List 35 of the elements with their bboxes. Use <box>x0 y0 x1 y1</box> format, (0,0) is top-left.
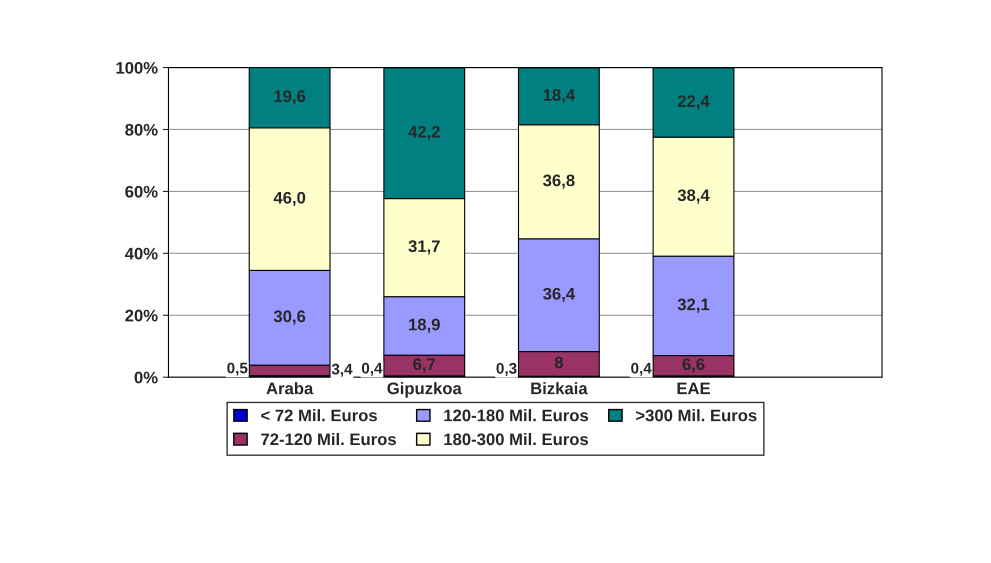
legend-label: >300 Mil. Euros <box>636 409 757 422</box>
data-label: 0,3 <box>496 362 517 376</box>
y-tick-label: 40% <box>124 248 158 260</box>
data-label: 0,4 <box>362 362 382 376</box>
data-label: 36,4 <box>543 288 576 302</box>
legend-label: 120-180 Mil. Euros <box>444 409 588 422</box>
legend-label: 72-120 Mil. Euros <box>261 432 396 446</box>
y-tick-label: 80% <box>125 124 158 136</box>
data-label: 30,6 <box>274 310 306 325</box>
x-tick-label: Araba <box>266 382 314 394</box>
x-tick-label: EAE <box>677 382 710 394</box>
data-label: 6,7 <box>413 358 436 372</box>
data-label: 46,0 <box>274 192 306 206</box>
data-label: 19,6 <box>274 90 306 104</box>
y-tick-label: 100% <box>116 62 158 74</box>
x-tick-label: Bizkaia <box>531 382 588 394</box>
data-label: 8 <box>554 356 564 368</box>
data-label: 18,4 <box>544 89 576 104</box>
y-tick-label: 20% <box>125 310 158 322</box>
data-label: 0,4 <box>631 362 652 376</box>
data-label: 0,5 <box>227 362 248 376</box>
data-label: 22,4 <box>678 95 710 110</box>
data-label: 6,6 <box>682 358 704 373</box>
data-label: 38,4 <box>678 189 710 204</box>
y-tick-label: 60% <box>125 186 158 198</box>
data-label: 32,1 <box>678 298 710 313</box>
legend-label: < 72 Mil. Euros <box>261 409 377 422</box>
data-label: 42,2 <box>408 126 440 140</box>
legend-label: 180-300 Mil. Euros <box>444 432 588 446</box>
data-label: 36,8 <box>543 174 575 189</box>
y-tick-label: 0% <box>134 372 158 384</box>
data-label: 18,9 <box>409 318 440 333</box>
data-label: 31,7 <box>408 240 440 255</box>
x-tick-label: Gipuzkoa <box>387 382 462 398</box>
data-label: 3,4 <box>332 364 353 377</box>
